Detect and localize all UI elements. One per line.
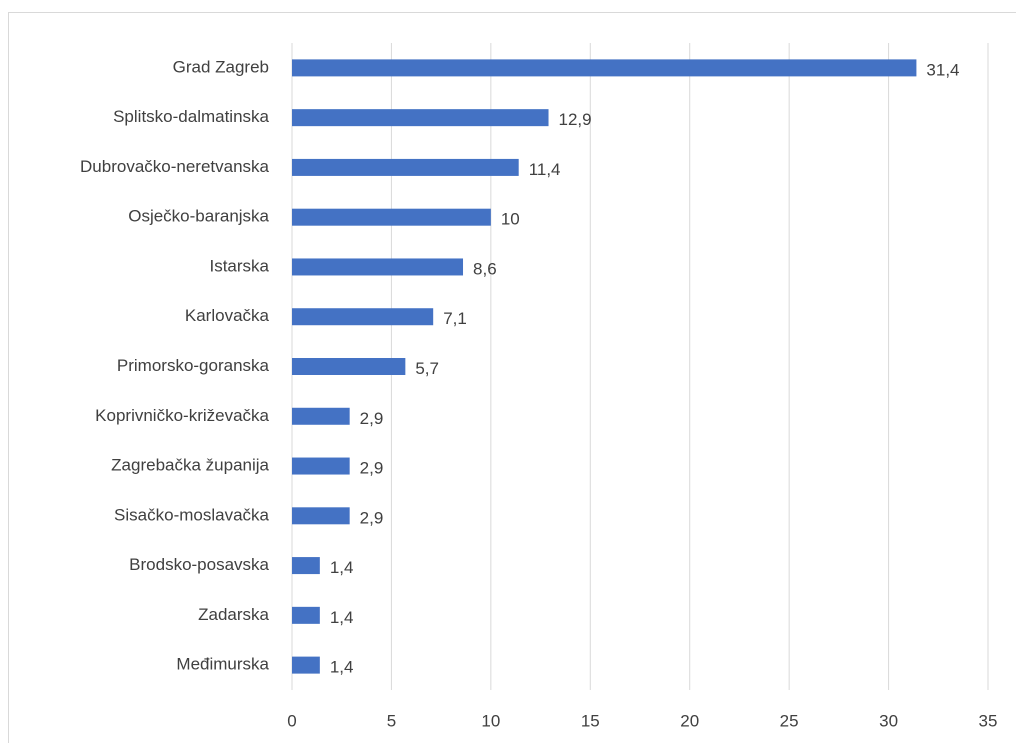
y-tick-label: Međimurska — [176, 655, 269, 674]
data-label: 2,9 — [360, 459, 384, 478]
bar — [292, 358, 405, 375]
data-label: 2,9 — [360, 409, 384, 428]
y-tick-label: Primorsko-goranska — [117, 356, 270, 375]
bar — [292, 557, 320, 574]
x-tick-label: 30 — [879, 711, 898, 730]
data-label: 1,4 — [330, 608, 354, 627]
bar — [292, 657, 320, 674]
y-tick-label: Karlovačka — [185, 306, 270, 325]
y-tick-label: Dubrovačko-neretvanska — [80, 157, 270, 176]
y-tick-label: Zagrebačka županija — [111, 456, 269, 475]
data-label: 10 — [501, 210, 520, 229]
bar — [292, 109, 549, 126]
bar — [292, 59, 916, 76]
y-tick-label: Zadarska — [198, 605, 269, 624]
x-tick-label: 15 — [581, 711, 600, 730]
y-tick-label: Koprivničko-križevačka — [95, 406, 269, 425]
data-label: 12,9 — [559, 110, 592, 129]
y-tick-label: Istarska — [209, 256, 269, 275]
x-tick-label: 0 — [287, 711, 296, 730]
bar — [292, 209, 491, 226]
y-tick-label: Brodsko-posavska — [129, 555, 269, 574]
x-tick-label: 25 — [780, 711, 799, 730]
bar — [292, 507, 350, 524]
y-tick-label: Grad Zagreb — [173, 57, 269, 76]
x-tick-label: 5 — [387, 711, 396, 730]
data-label: 31,4 — [926, 60, 959, 79]
y-tick-label: Splitsko-dalmatinska — [113, 107, 269, 126]
x-tick-label: 20 — [680, 711, 699, 730]
data-label: 5,7 — [415, 359, 439, 378]
x-tick-label: 35 — [979, 711, 998, 730]
data-label: 11,4 — [529, 160, 561, 179]
data-label: 8,6 — [473, 259, 497, 278]
y-tick-label: Osječko-baranjska — [128, 207, 269, 226]
y-tick-label: Sisačko-moslavačka — [114, 505, 269, 524]
data-label: 2,9 — [360, 508, 384, 527]
bar — [292, 607, 320, 624]
bar — [292, 408, 350, 425]
bar — [292, 458, 350, 475]
bar — [292, 308, 433, 325]
bar — [292, 159, 519, 176]
bar — [292, 258, 463, 275]
data-label: 1,4 — [330, 658, 354, 677]
data-label: 7,1 — [443, 309, 467, 328]
x-tick-label: 10 — [481, 711, 500, 730]
data-label: 1,4 — [330, 558, 354, 577]
